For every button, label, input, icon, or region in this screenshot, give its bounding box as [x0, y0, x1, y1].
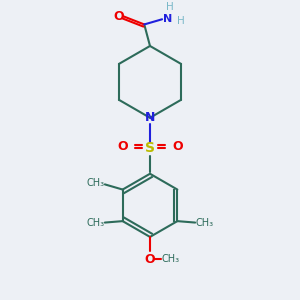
Text: N: N: [145, 111, 155, 124]
Text: S: S: [145, 141, 155, 155]
Text: O: O: [172, 140, 183, 153]
Text: O: O: [117, 140, 128, 153]
Text: CH₃: CH₃: [162, 254, 180, 264]
Text: H: H: [166, 2, 174, 12]
Text: N: N: [163, 14, 172, 24]
Text: H: H: [177, 16, 184, 26]
Text: CH₃: CH₃: [195, 218, 213, 228]
Text: CH₃: CH₃: [87, 178, 105, 188]
Text: CH₃: CH₃: [87, 218, 105, 228]
Text: O: O: [113, 10, 124, 23]
Text: O: O: [144, 253, 155, 266]
